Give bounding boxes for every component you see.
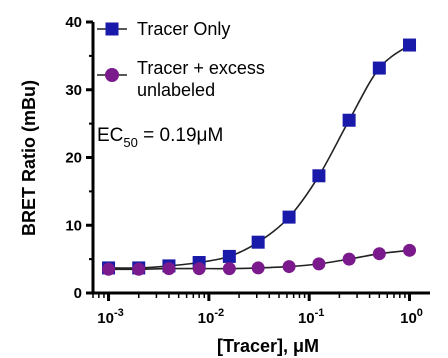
x-tick-label: 10-2	[198, 307, 224, 327]
x-tick-exponent: -1	[315, 307, 325, 319]
y-tick-label: 10	[65, 217, 82, 234]
data-point-circle	[102, 262, 116, 276]
x-tick-label: 10-3	[97, 307, 123, 327]
data-point-square	[312, 169, 326, 183]
y-tick-label: 20	[65, 150, 82, 167]
series-tracer-excess-unlabeled	[102, 243, 417, 276]
legend-marker-square	[105, 22, 119, 36]
legend-label-line: unlabeled	[137, 80, 215, 100]
legend-marker-circle	[105, 68, 119, 82]
x-tick-base: 10	[400, 310, 417, 327]
data-point-circle	[342, 252, 356, 266]
legend: Tracer Only Tracer + excess unlabeled	[97, 19, 265, 100]
series-layer	[102, 38, 417, 276]
data-point-circle	[282, 260, 296, 274]
fit-curve	[108, 44, 411, 269]
data-point-circle	[403, 243, 417, 257]
data-point-square	[251, 235, 265, 249]
data-point-square	[372, 61, 386, 75]
y-tick-label: 0	[74, 285, 82, 302]
y-tick-label: 30	[65, 82, 82, 99]
x-tick-label: 10-1	[298, 307, 324, 327]
legend-label-line: Tracer + excess	[137, 58, 265, 78]
x-tick-base: 10	[198, 310, 215, 327]
data-point-circle	[222, 262, 236, 276]
ec50-annotation: EC50 = 0.19μM	[97, 125, 223, 150]
data-point-square	[222, 249, 236, 263]
data-point-square	[403, 38, 417, 52]
y-axis-title: BRET Ratio (mBu)	[19, 80, 39, 236]
x-tick-exponent: -3	[114, 307, 124, 319]
data-point-circle	[251, 261, 265, 275]
legend-label-tracer-excess: Tracer + excess unlabeled	[137, 58, 265, 100]
x-tick-base: 10	[97, 310, 114, 327]
y-tick-label: 40	[65, 14, 82, 31]
data-point-circle	[132, 262, 146, 276]
data-point-circle	[162, 262, 176, 276]
data-point-square	[282, 210, 296, 224]
x-axis-title: [Tracer], μM	[217, 336, 319, 356]
legend-label-tracer-only: Tracer Only	[137, 19, 230, 39]
data-point-square	[342, 113, 356, 127]
x-tick-base: 10	[298, 310, 315, 327]
x-tick-exponent: -2	[214, 307, 224, 319]
data-point-circle	[192, 262, 206, 276]
data-point-circle	[312, 257, 326, 271]
data-point-circle	[372, 247, 386, 261]
x-tick-exponent: 0	[417, 307, 423, 319]
ec50-label: EC50 = 0.19μM	[97, 125, 223, 150]
x-tick-label: 100	[400, 307, 423, 327]
